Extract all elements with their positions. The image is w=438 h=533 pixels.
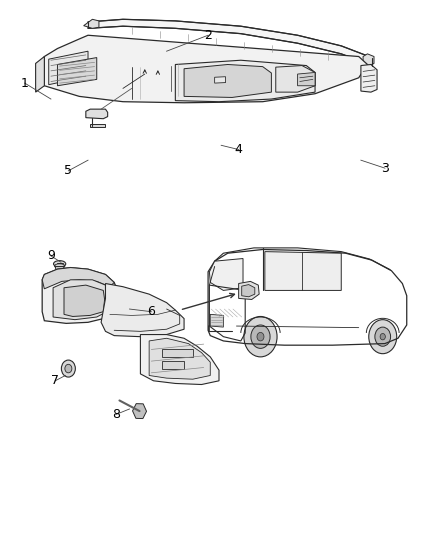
Polygon shape (35, 56, 44, 92)
Polygon shape (86, 109, 108, 119)
Circle shape (94, 111, 98, 115)
Polygon shape (55, 266, 64, 276)
Polygon shape (42, 268, 119, 324)
Circle shape (49, 282, 71, 309)
Circle shape (380, 334, 385, 340)
Ellipse shape (53, 261, 66, 267)
Polygon shape (361, 64, 377, 92)
Text: 1: 1 (21, 77, 28, 90)
Text: 6: 6 (148, 305, 155, 318)
Polygon shape (175, 60, 315, 102)
Polygon shape (90, 124, 106, 127)
Polygon shape (49, 51, 88, 85)
Polygon shape (184, 64, 272, 98)
Polygon shape (210, 314, 223, 327)
Polygon shape (276, 66, 315, 92)
Circle shape (375, 327, 391, 346)
Circle shape (251, 325, 270, 349)
Polygon shape (149, 338, 210, 379)
Text: 5: 5 (64, 164, 72, 177)
Text: 9: 9 (47, 249, 55, 262)
Text: 8: 8 (113, 408, 120, 421)
Polygon shape (297, 72, 315, 86)
Circle shape (244, 317, 277, 357)
Polygon shape (88, 19, 372, 66)
Polygon shape (209, 259, 243, 290)
Polygon shape (64, 285, 105, 317)
Polygon shape (239, 281, 259, 300)
Polygon shape (363, 54, 374, 66)
Circle shape (46, 308, 56, 321)
Polygon shape (265, 252, 341, 290)
Polygon shape (101, 284, 184, 337)
Polygon shape (242, 285, 255, 297)
Polygon shape (162, 349, 193, 357)
Circle shape (47, 72, 54, 80)
Polygon shape (84, 19, 99, 28)
Circle shape (257, 333, 264, 341)
Circle shape (65, 365, 72, 373)
Circle shape (369, 320, 397, 354)
Text: 4: 4 (235, 143, 243, 156)
Circle shape (100, 111, 104, 115)
Polygon shape (44, 35, 367, 103)
Text: 3: 3 (381, 161, 389, 175)
Ellipse shape (210, 75, 245, 88)
Polygon shape (215, 77, 226, 83)
Text: 2: 2 (204, 29, 212, 42)
Polygon shape (162, 361, 184, 368)
Polygon shape (53, 280, 110, 320)
Text: 7: 7 (51, 374, 59, 387)
Circle shape (61, 360, 75, 377)
Circle shape (53, 288, 66, 304)
Polygon shape (42, 268, 114, 289)
Circle shape (46, 62, 55, 72)
Polygon shape (57, 58, 97, 86)
Polygon shape (141, 335, 219, 384)
